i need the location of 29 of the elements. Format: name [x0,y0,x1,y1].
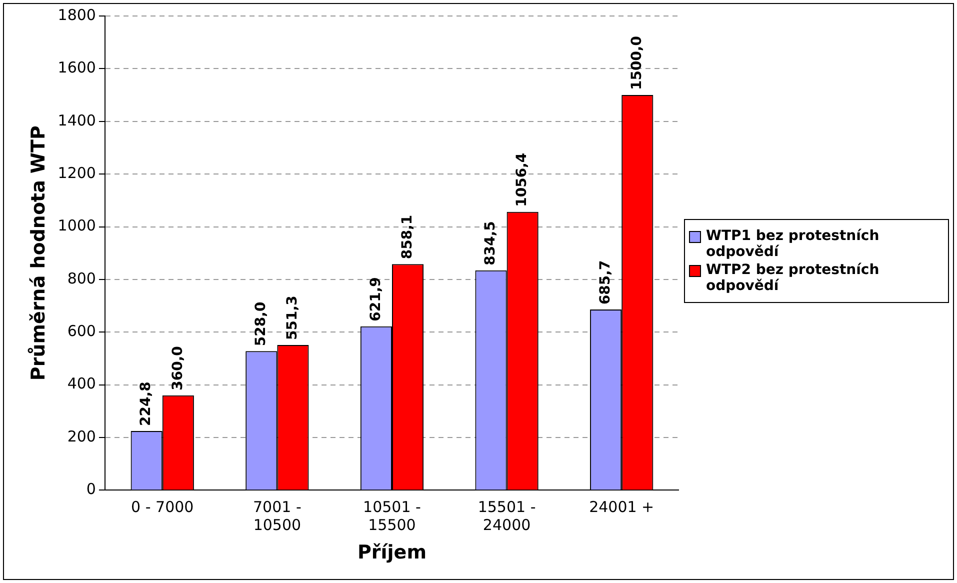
y-tick-label: 1200 [58,164,96,182]
x-tick-label: 0 - 7000 [131,498,194,516]
y-tick-label: 800 [67,269,96,288]
x-tick-label: 10501 - 15500 [363,498,421,534]
legend-label: WTP2 bez protestních odpovědí [706,262,880,294]
data-label: 621,9 [368,277,384,322]
x-tick-label: 24001 + [589,498,654,516]
y-axis-title: Průměrná hodnota WTP [27,126,50,381]
data-label: 551,3 [284,296,301,340]
x-tick-label: 15501 - 24000 [478,498,536,534]
data-label: 224,8 [138,382,154,426]
y-tick-label: 400 [67,374,96,393]
data-label: 528,0 [253,302,270,346]
legend-label: WTP1 bez protestních odpovědí [706,228,880,260]
y-tick-label: 1800 [58,6,96,24]
y-tick-label: 1600 [58,58,96,77]
x-axis-title: Příjem [357,542,426,564]
y-tick-label: 0 [86,480,96,498]
data-label: 360,0 [170,346,186,390]
data-label: 858,1 [399,214,416,260]
y-tick-label: 600 [67,322,96,340]
y-tick-label: 1000 [58,216,96,235]
y-tick-label: 200 [67,427,96,446]
y-tick-label: 1400 [58,111,96,130]
data-label: 1056,4 [514,152,530,207]
data-label: 685,7 [597,260,614,305]
x-tick-label: 7001 - 10500 [253,498,302,534]
data-label: 834,5 [482,221,499,266]
data-label: 1500,0 [629,36,646,90]
